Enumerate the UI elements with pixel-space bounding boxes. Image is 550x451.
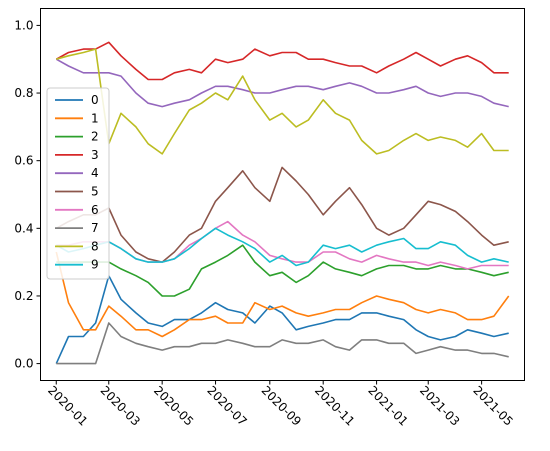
legend-label-7: 7: [91, 221, 99, 235]
legend-label-4: 4: [91, 166, 99, 180]
y-tick-label: 0.0: [14, 357, 33, 371]
y-tick-label: 0.4: [14, 221, 33, 235]
legend-label-6: 6: [91, 203, 99, 217]
y-tick-label: 0.8: [14, 86, 33, 100]
series-line-8: [56, 48, 509, 155]
series-layer: [55, 41, 510, 365]
legend-label-2: 2: [91, 130, 99, 144]
legend-label-0: 0: [91, 93, 99, 107]
series-line-5: [55, 166, 509, 263]
legend-label-3: 3: [91, 148, 99, 162]
x-tick-label: 2020-01: [45, 383, 90, 428]
series-line-7: [56, 322, 509, 365]
y-tick-label: 0.6: [14, 154, 33, 168]
x-tick-label: 2021-01: [365, 383, 410, 428]
legend: 0 1 2 3 4 5 6 7 8 9: [46, 87, 110, 280]
legend-label-1: 1: [91, 111, 99, 125]
series-line-9: [55, 227, 509, 267]
legend-label-8: 8: [91, 239, 99, 253]
x-tick-label: 2021-05: [470, 383, 515, 428]
x-tick-label: 2020-07: [204, 383, 249, 428]
x-tick-label: 2020-03: [98, 383, 143, 428]
series-line-4: [55, 58, 509, 108]
series-line-0: [55, 274, 509, 364]
y-tick-label: 1.0: [14, 18, 33, 32]
x-tick-label: 2020-09: [259, 383, 304, 428]
plot-area-frame: [40, 8, 525, 381]
legend-box: [46, 87, 110, 280]
x-tick-label: 2020-11: [312, 383, 357, 428]
series-line-3: [55, 41, 509, 81]
series-line-6: [56, 220, 509, 270]
x-tick-label: 2021-03: [417, 383, 462, 428]
x-tick-label: 2020-05: [151, 383, 196, 428]
legend-label-5: 5: [91, 185, 99, 199]
y-axis: 0.0 0.2 0.4 0.6 0.8 1.0: [14, 18, 41, 371]
legend-label-9: 9: [91, 258, 99, 272]
y-tick-label: 0.2: [14, 289, 33, 303]
series-line-1: [55, 251, 510, 338]
series-line-2: [56, 244, 509, 297]
x-axis: 2020-01 2020-03 2020-05 2020-07 2020-09 2020-…: [45, 380, 516, 429]
